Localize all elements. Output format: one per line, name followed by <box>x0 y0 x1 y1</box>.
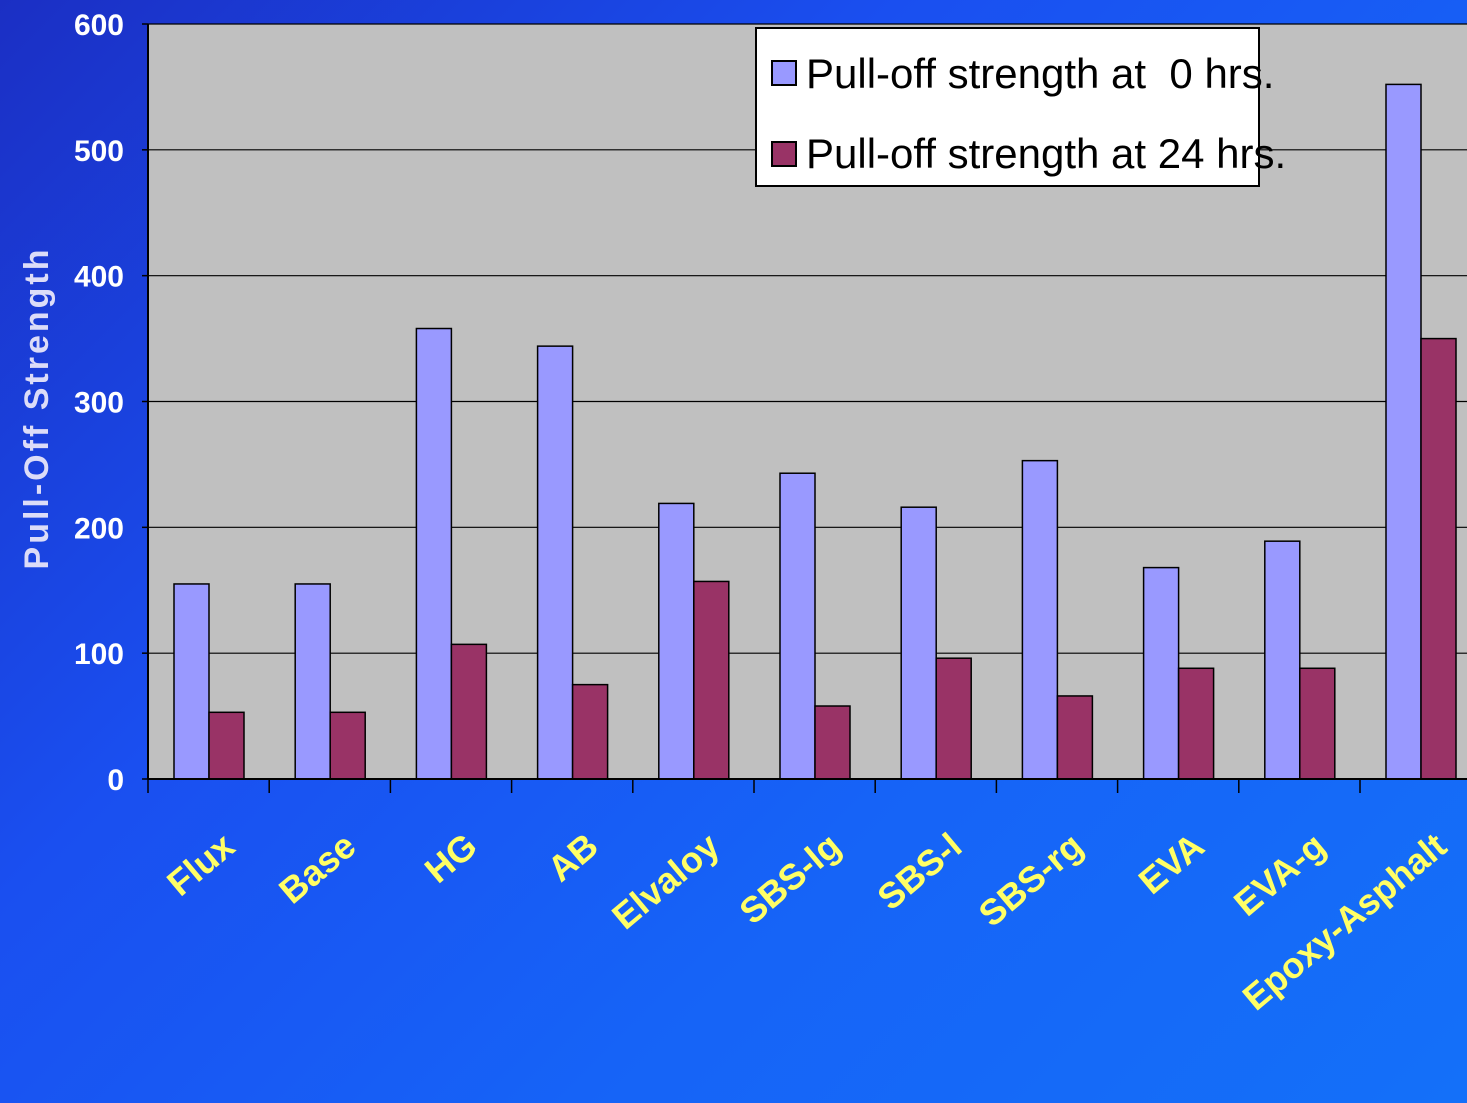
bar-flux-0hrs <box>173 583 210 780</box>
bar-hg-0hrs <box>415 327 453 780</box>
legend-swatch-24hrs <box>771 141 797 167</box>
x-tick-sbs-rg: SBS-rg <box>971 825 1091 935</box>
bar-epoxy-asphalt-0hrs <box>1385 83 1422 780</box>
x-tick-eva: EVA <box>1131 825 1212 902</box>
y-tick-200: 200 <box>74 512 124 545</box>
y-tick-400: 400 <box>74 261 124 294</box>
axes <box>147 24 1467 793</box>
bar-epoxy-asphalt-24hrs <box>1420 337 1457 780</box>
y-tick-600: 600 <box>74 9 124 42</box>
bar-ab-24hrs <box>571 683 609 780</box>
bar-sbs-rg-0hrs <box>1021 459 1059 780</box>
x-tick-hg: HG <box>417 825 485 891</box>
bar-sbs-rg-24hrs <box>1056 695 1094 780</box>
x-tick-sbs-l: SBS-l <box>869 825 969 918</box>
bar-sbs-lg-24hrs <box>814 705 851 780</box>
y-tick-100: 100 <box>74 638 124 671</box>
bar-base-24hrs <box>329 711 366 780</box>
x-tick-ab: AB <box>540 825 606 890</box>
bars <box>173 83 1457 780</box>
legend-swatch-0hrs <box>771 60 797 86</box>
bar-sbs-l-0hrs <box>900 506 937 780</box>
bar-eva-0hrs <box>1142 566 1180 780</box>
x-tick-base: Base <box>271 825 363 912</box>
bar-elvaloy-0hrs <box>658 502 695 780</box>
legend-label-24hrs: Pull-off strength at 24 hrs. <box>806 130 1286 177</box>
bar-base-0hrs <box>294 583 331 780</box>
bar-hg-24hrs <box>450 643 488 780</box>
y-tick-500: 500 <box>74 135 124 168</box>
bar-ab-0hrs <box>536 345 574 780</box>
bar-eva-g-24hrs <box>1299 667 1336 780</box>
x-tick-elvaloy: Elvaloy <box>604 825 727 937</box>
x-tick-sbs-lg: SBS-lg <box>731 825 848 932</box>
bar-sbs-l-24hrs <box>935 657 972 780</box>
bar-eva-24hrs <box>1177 667 1215 780</box>
y-axis-label: Pull-Off Strength <box>18 247 56 570</box>
legend: Pull-off strength at 0 hrs. Pull-off str… <box>755 27 1286 187</box>
bar-flux-24hrs <box>208 711 245 780</box>
y-tick-labels: 0 100 200 300 400 500 600 <box>74 9 124 797</box>
x-tick-epoxy-asphalt: Epoxy-Asphalt <box>1235 825 1454 1018</box>
y-tick-0: 0 <box>107 764 124 797</box>
x-tick-eva-g: EVA-g <box>1226 825 1333 924</box>
x-tick-flux: Flux <box>159 825 242 904</box>
y-tick-300: 300 <box>74 387 124 420</box>
legend-label-0hrs: Pull-off strength at 0 hrs. <box>806 50 1274 97</box>
bar-elvaloy-24hrs <box>693 580 730 780</box>
bar-eva-g-0hrs <box>1264 540 1301 780</box>
legend-box <box>755 27 1260 187</box>
bar-sbs-lg-0hrs <box>779 472 816 780</box>
